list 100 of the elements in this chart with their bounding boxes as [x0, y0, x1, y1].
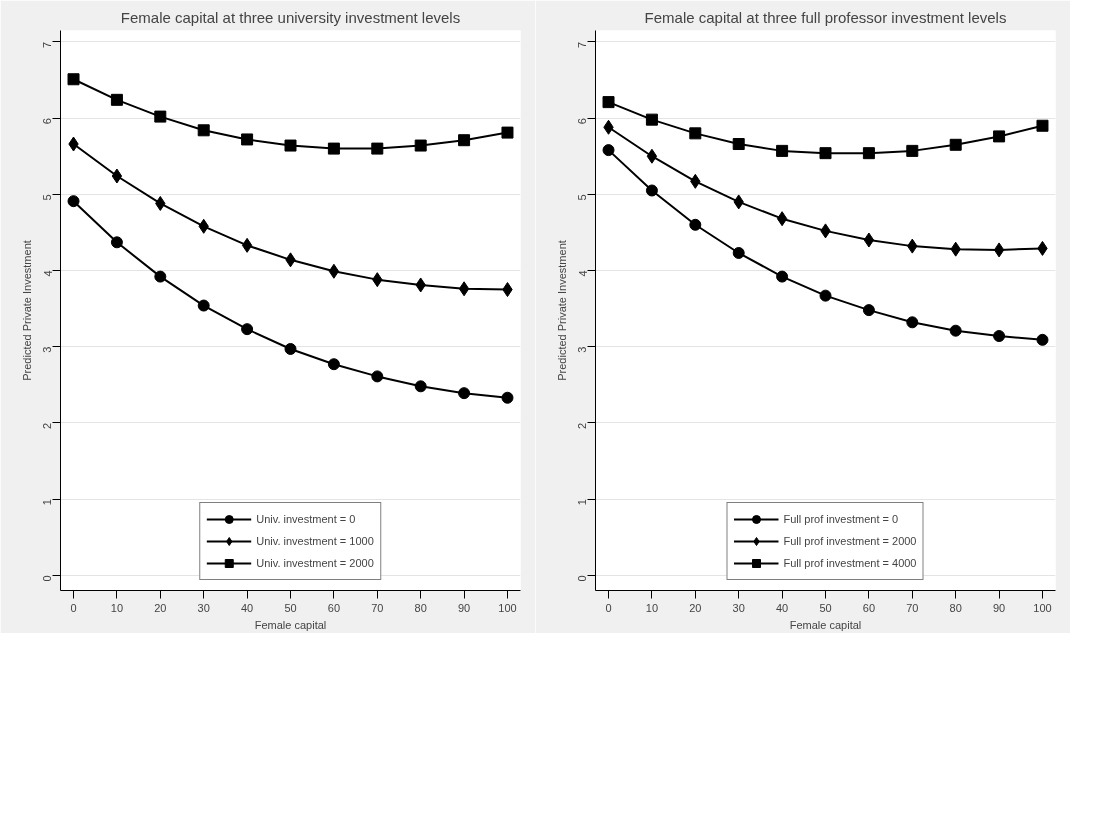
point: [501, 391, 514, 404]
point: [371, 370, 384, 383]
legend-label: Full prof investment = 2000: [783, 535, 917, 547]
point: [1036, 119, 1049, 132]
point: [111, 168, 123, 184]
x-tick-label: 50: [284, 601, 297, 614]
point: [602, 96, 615, 109]
point: [241, 133, 254, 146]
chart-title: Female capital at three full professor investment levels: [644, 8, 1007, 26]
x-tick-label: 60: [862, 601, 876, 614]
point: [458, 387, 471, 400]
point: [862, 147, 875, 160]
point: [949, 324, 962, 337]
point: [776, 144, 789, 157]
point: [993, 242, 1005, 258]
point: [862, 304, 875, 317]
y-axis-title: Predicted Private Investment: [555, 240, 568, 381]
x-tick-label: 10: [645, 601, 659, 614]
point: [645, 113, 658, 126]
y-tick-label: 6: [41, 118, 54, 125]
x-tick-label: 30: [197, 601, 210, 614]
x-tick-label: 10: [110, 601, 124, 614]
x-tick-label: 80: [949, 601, 962, 614]
legend-label: Univ. investment = 0: [256, 513, 356, 525]
point: [949, 138, 962, 151]
x-axis-title: Female capital: [789, 618, 862, 631]
point: [993, 330, 1006, 343]
point: [776, 270, 789, 283]
x-tick-label: 50: [819, 601, 832, 614]
point: [1036, 333, 1049, 346]
point: [154, 270, 167, 283]
y-tick-label: 6: [576, 118, 589, 125]
point: [689, 127, 702, 140]
point: [154, 110, 167, 123]
chart-title: Female capital at three university investment levels: [120, 8, 461, 26]
y-tick-label: 1: [41, 499, 54, 506]
y-tick-label: 1: [576, 499, 589, 506]
x-tick-label: 100: [1033, 601, 1052, 614]
point: [819, 147, 832, 160]
point: [241, 237, 253, 253]
point: [732, 138, 745, 151]
y-tick-label: 2: [576, 422, 589, 429]
legend-label: Full prof investment = 0: [783, 513, 899, 525]
legend-label: Univ. investment = 1000: [256, 535, 374, 547]
point: [414, 380, 427, 393]
y-tick-label: 3: [576, 346, 589, 353]
point: [993, 130, 1006, 143]
x-tick-label: 0: [70, 601, 77, 614]
legend-label: Univ. investment = 2000: [256, 557, 374, 569]
point: [67, 195, 80, 208]
x-tick-label: 40: [240, 601, 254, 614]
x-tick-label: 80: [414, 601, 427, 614]
x-tick-label: 60: [327, 601, 341, 614]
x-axis-title: Female capital: [254, 618, 327, 631]
x-tick-label: 0: [605, 601, 612, 614]
point: [241, 323, 254, 336]
x-tick-label: 20: [154, 601, 167, 614]
point: [110, 236, 123, 249]
y-tick-label: 0: [576, 575, 589, 582]
y-tick-label: 3: [41, 346, 54, 353]
point: [501, 126, 514, 139]
point: [906, 144, 919, 157]
point: [197, 124, 210, 137]
x-tick-label: 90: [457, 601, 471, 614]
x-tick-label: 70: [906, 601, 919, 614]
y-tick-label: 5: [576, 194, 589, 201]
point: [197, 299, 210, 312]
y-axis-title: Predicted Private Investment: [20, 240, 33, 381]
point: [327, 142, 340, 155]
y-tick-label: 4: [576, 270, 589, 277]
y-tick-label: 7: [576, 41, 589, 49]
y-tick-label: 7: [41, 41, 54, 49]
point: [67, 73, 80, 86]
point: [327, 358, 340, 371]
x-tick-label: 40: [775, 601, 789, 614]
x-tick-label: 70: [371, 601, 384, 614]
x-tick-label: 90: [992, 601, 1006, 614]
point: [602, 144, 615, 157]
x-tick-label: 100: [498, 601, 517, 614]
legend-label: Full prof investment = 4000: [783, 557, 917, 569]
point: [645, 184, 658, 197]
x-tick-label: 20: [689, 601, 702, 614]
point: [328, 263, 340, 279]
point: [458, 281, 470, 297]
point: [863, 232, 875, 248]
point: [776, 211, 788, 227]
point: [689, 218, 702, 231]
point: [819, 289, 832, 302]
y-tick-label: 2: [41, 422, 54, 429]
point: [646, 148, 658, 164]
point: [371, 142, 384, 155]
point: [732, 246, 745, 259]
x-tick-label: 30: [732, 601, 745, 614]
point: [414, 139, 427, 152]
y-tick-label: 5: [41, 194, 54, 201]
y-tick-label: 4: [41, 270, 54, 277]
point: [284, 139, 297, 152]
point: [458, 134, 471, 147]
point: [906, 316, 919, 329]
y-tick-label: 0: [41, 575, 54, 582]
